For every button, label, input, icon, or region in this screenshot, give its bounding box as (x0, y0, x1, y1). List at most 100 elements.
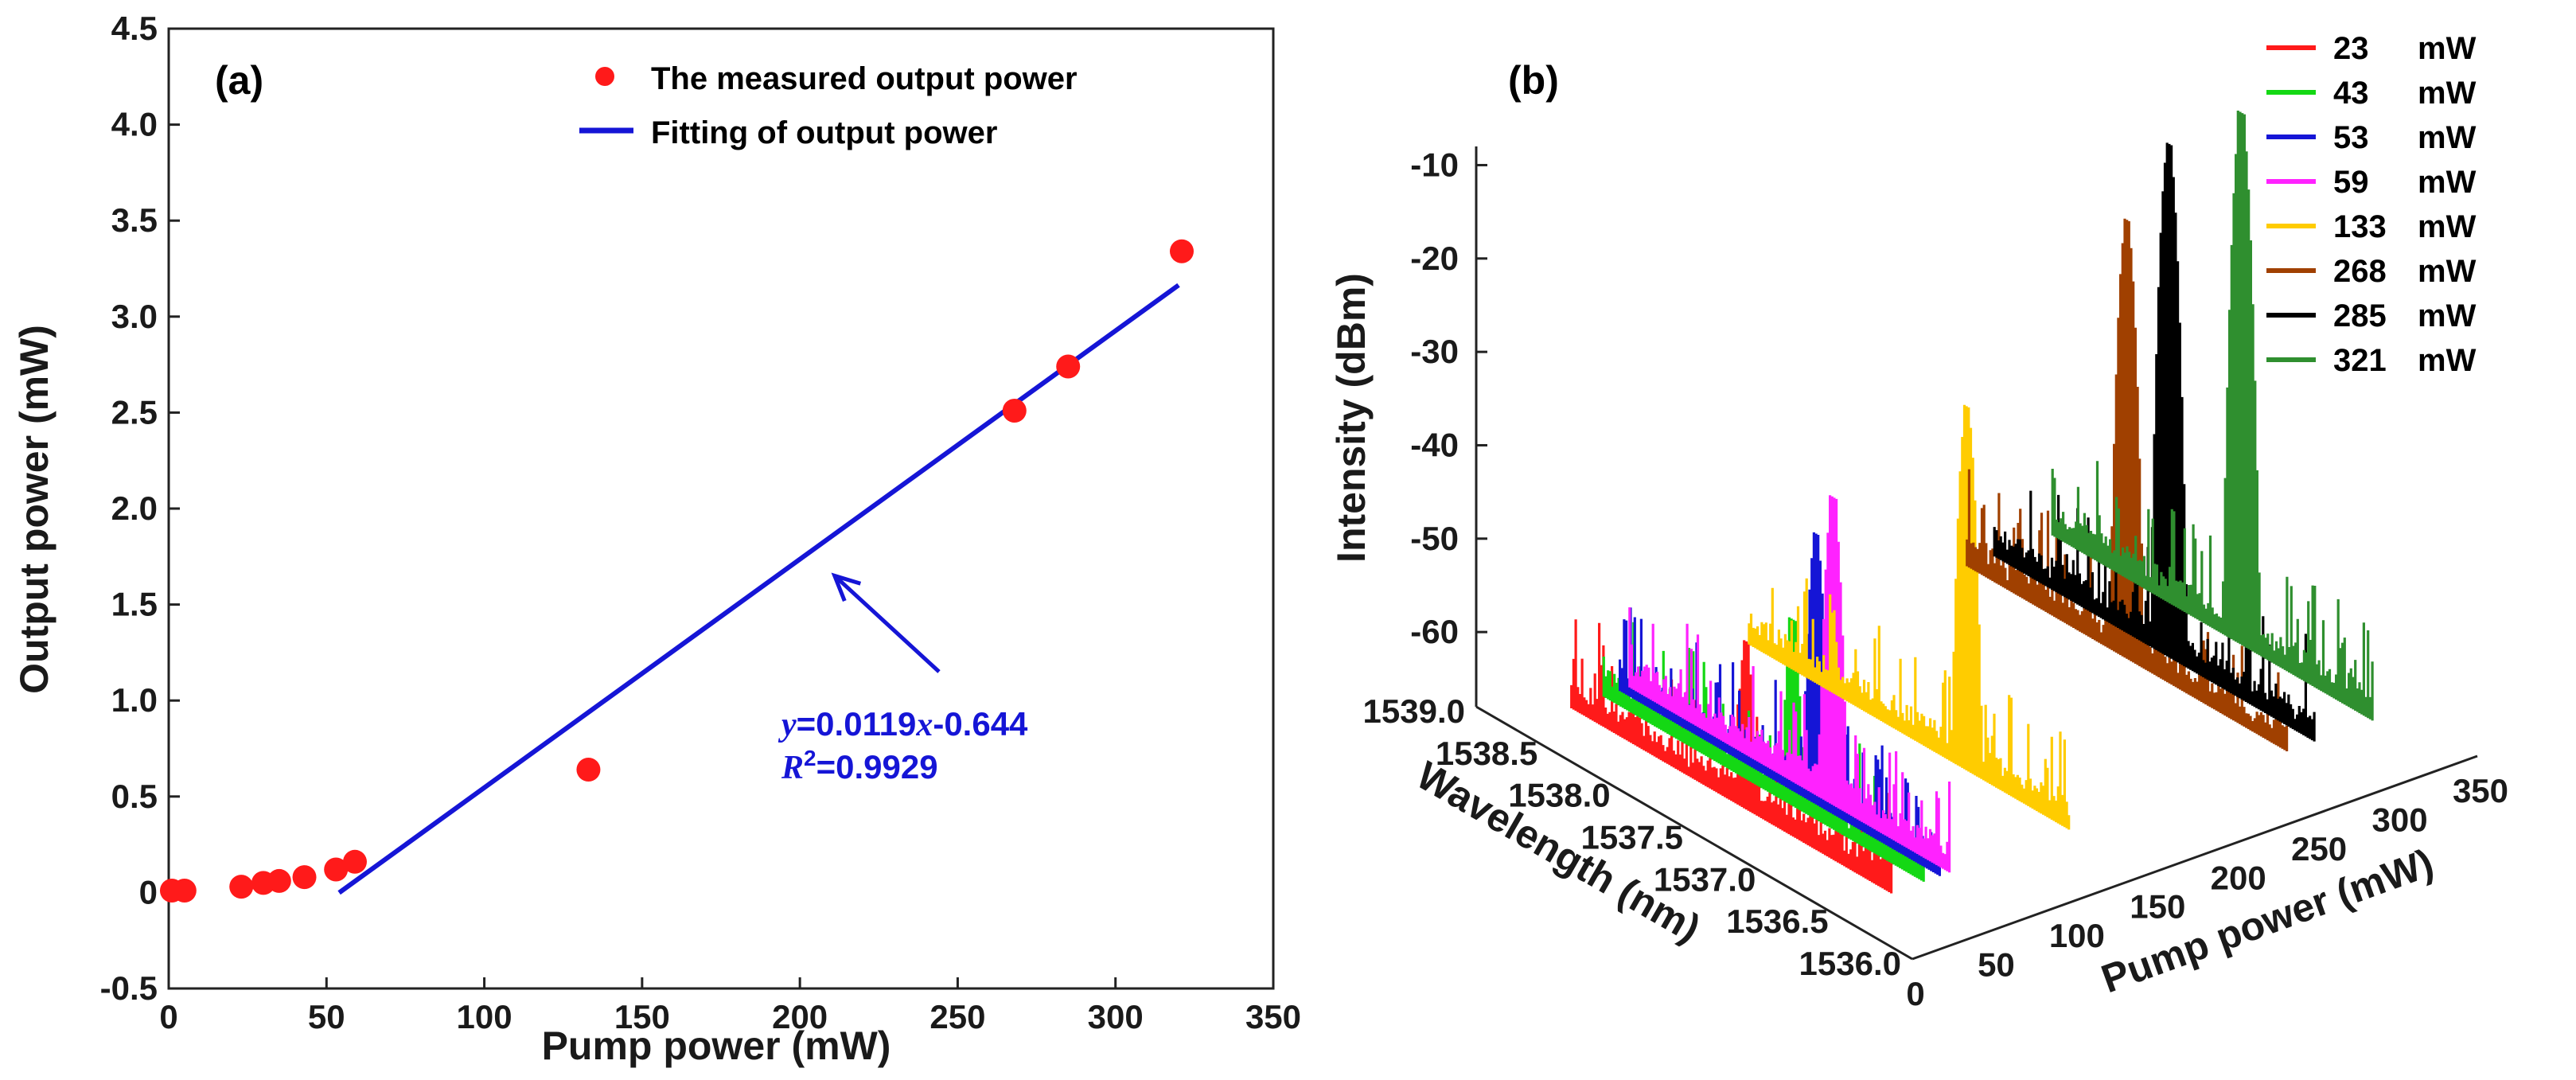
legend-value: 59 (2333, 165, 2369, 200)
x-tick-label: 0 (159, 998, 177, 1035)
spectrum-trace (1748, 404, 2071, 830)
panel-a-legend: The measured output power Fitting of out… (579, 61, 1078, 150)
y-tick-label: 4.5 (111, 10, 158, 47)
spectrum-trace (1628, 495, 1951, 873)
y-tick-label: -0.5 (100, 969, 158, 1007)
annotation-arrowhead (831, 572, 862, 602)
legend-measured-label: The measured output power (651, 61, 1078, 96)
wavelength-axis-line (1475, 705, 1913, 961)
x-tick-label: 50 (308, 998, 345, 1035)
fit-equation-slope: =0.0119 (797, 705, 917, 743)
intensity-tick-label: -50 (1410, 520, 1459, 557)
data-point (342, 849, 367, 874)
panel-b-legend: 23 mW 43 mW 53 mW 59 mW 133 mW 268 mW 285 mW 321 mW (2266, 31, 2477, 378)
data-point (229, 875, 254, 899)
data-point (1056, 354, 1081, 379)
wavelength-tick-label: 1537.5 (1581, 819, 1683, 856)
legend-value: 23 (2333, 31, 2369, 66)
fit-r-squared: R2=0.9929 (781, 746, 938, 786)
y-tick-label: 2.0 (111, 489, 158, 527)
pump-axis-line (1912, 754, 2478, 961)
data-point (172, 878, 197, 903)
y-tick-label: 4.0 (111, 106, 158, 143)
intensity-tick-label: -60 (1410, 613, 1459, 650)
pump-tick-label: 0 (1906, 975, 1924, 1012)
pump-tick-label: 300 (2372, 801, 2428, 838)
wavelength-tick-label: 1538.5 (1436, 735, 1537, 772)
intensity-tick-label: -30 (1410, 333, 1459, 370)
panel-b-tag: (b) (1508, 58, 1559, 103)
wavelength-ticks: 1539.0 1538.5 1538.0 1537.5 1537.0 1536.5 1536… (1363, 692, 1901, 982)
y-tick-label: 2.5 (111, 393, 158, 431)
panel-a-x-axis-label: Pump power (mW) (542, 1023, 891, 1068)
legend-value: 321 (2333, 343, 2387, 378)
x-tick-label: 200 (772, 998, 828, 1035)
measured-points (159, 239, 1194, 903)
x-tick-label: 150 (614, 998, 670, 1035)
legend-unit: mW (2418, 120, 2477, 155)
y-tick-label: 0.5 (111, 778, 158, 815)
panel-a-plot-frame (167, 27, 1275, 990)
legend-value: 53 (2333, 120, 2369, 155)
legend-fit-label: Fitting of output power (651, 115, 997, 150)
legend-value: 43 (2333, 76, 2369, 111)
annotation-arrow (833, 574, 941, 673)
x-tick-label: 100 (457, 998, 512, 1035)
data-point (1169, 239, 1194, 263)
intensity-ticks: -10 -20 -30 -40 -50 -60 (1410, 146, 1487, 650)
pump-ticks: 0 50 100 150 200 250 300 350 (1906, 772, 2508, 1012)
legend-value: 133 (2333, 209, 2387, 244)
fit-equation-y: y (777, 707, 797, 743)
legend-measured-marker (595, 67, 614, 86)
spectrum-traces (1570, 111, 2374, 894)
fit-r-squared-value: =0.9929 (816, 748, 938, 786)
y-tick-label: 3.0 (111, 298, 158, 335)
pump-tick-label: 350 (2453, 772, 2508, 809)
legend-unit: mW (2418, 343, 2477, 378)
spectrum-trace (1993, 142, 2316, 742)
legend-unit: mW (2418, 31, 2477, 66)
legend-unit: mW (2418, 76, 2477, 111)
x-tick-label: 300 (1088, 998, 1144, 1035)
fit-equation-x: x (915, 707, 933, 743)
x-tick-label: 350 (1245, 998, 1301, 1035)
panel-a-y-ticks: -0.5 0 0.5 1.0 1.5 2.0 2.5 3.0 3.5 4.0 4.5 (100, 10, 180, 1007)
pump-tick-label: 200 (2211, 859, 2266, 896)
legend-unit: mW (2418, 254, 2477, 289)
intensity-tick-label: -10 (1410, 146, 1459, 183)
data-point (1002, 398, 1027, 423)
wavelength-tick-label: 1538.0 (1508, 777, 1610, 814)
wavelength-tick-label: 1539.0 (1363, 692, 1465, 730)
spectrum-trace (1966, 218, 2289, 751)
y-tick-label: 1.5 (111, 586, 158, 623)
pump-tick-label: 50 (1978, 946, 2015, 984)
fit-equation-intercept: -0.644 (933, 705, 1028, 743)
fit-r-squared-sup: 2 (804, 746, 816, 770)
intensity-tick-label: -20 (1410, 240, 1459, 277)
wavelength-tick-label: 1537.0 (1654, 860, 1756, 898)
pump-tick-label: 100 (2049, 917, 2105, 954)
panel-a-tag: (a) (215, 58, 263, 103)
pump-tick-label: 150 (2130, 888, 2185, 926)
legend-unit: mW (2418, 165, 2477, 200)
data-point (292, 865, 317, 890)
pump-tick-label: 250 (2291, 830, 2347, 868)
y-tick-label: 3.5 (111, 201, 158, 239)
fit-r-squared-R: R (781, 750, 804, 786)
panel-a-chart: -0.500.51.01.52.02.53.03.54.04.5 0 50 100 1… (12, 10, 1301, 1068)
panel-a-y-axis-label: Output power (mW) (12, 325, 57, 694)
wavelength-tick-label: 1536.5 (1726, 903, 1828, 940)
legend-unit: mW (2418, 298, 2477, 333)
y-tick-label: 1.0 (111, 681, 158, 719)
spectrum-trace (2051, 111, 2374, 721)
legend-unit: mW (2418, 209, 2477, 244)
y-tick-label: 0 (139, 873, 158, 910)
fitting-line (337, 283, 1180, 895)
intensity-axis-label: Intensity (dBm) (1329, 273, 1374, 563)
panel-b-axes (1475, 146, 2478, 961)
legend-value: 285 (2333, 298, 2387, 333)
fit-equation: y=0.0119x-0.644 (777, 705, 1028, 743)
data-point (576, 758, 601, 782)
data-point (324, 857, 349, 882)
